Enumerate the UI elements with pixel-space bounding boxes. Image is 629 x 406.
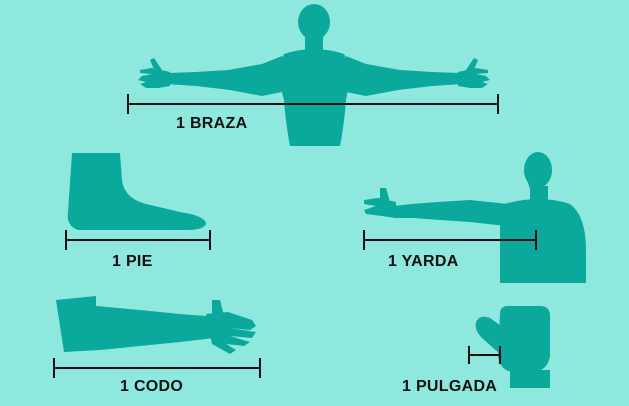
thumb-icon xyxy=(475,306,550,388)
yarda-label: 1 YARDA xyxy=(388,253,459,270)
braza-label: 1 BRAZA xyxy=(176,115,248,132)
braza-ruler xyxy=(127,94,499,114)
foot-icon xyxy=(67,153,206,230)
yarda-ruler xyxy=(363,230,537,250)
pulgada-ruler xyxy=(468,346,501,364)
pie-ruler xyxy=(65,230,211,250)
codo-label: 1 CODO xyxy=(120,378,184,395)
codo-ruler xyxy=(53,358,261,378)
pulgada-label: 1 PULGADA xyxy=(402,378,498,395)
forearm-icon xyxy=(56,296,256,354)
pie-label: 1 PIE xyxy=(112,253,153,270)
outstretched-arms-icon xyxy=(138,4,490,146)
arm-to-nose-icon xyxy=(364,152,586,283)
